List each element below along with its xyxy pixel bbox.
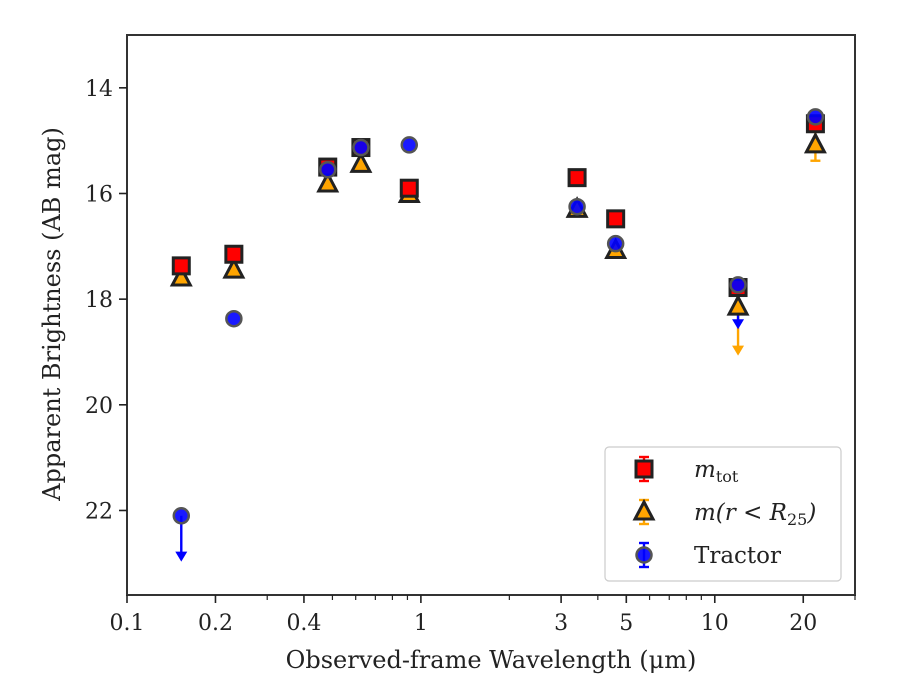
y-tick-label: 20 (85, 394, 113, 419)
legend: mtot m(r < R25) Tractor (604, 446, 842, 582)
x-tick-label: 3 (554, 611, 568, 636)
data-point-triangle (222, 256, 246, 279)
data-point-square (224, 244, 244, 264)
x-tick-label: 0.2 (198, 611, 233, 636)
data-point-circle (318, 160, 337, 179)
x-tick-label: 0.1 (110, 611, 145, 636)
y-tick-label: 16 (85, 182, 113, 207)
data-point-triangle (726, 293, 750, 316)
y-tick-label: 22 (85, 499, 113, 524)
legend-label: Tractor (694, 543, 781, 569)
upper-limit-arrowhead (175, 551, 188, 562)
data-point-circle (568, 197, 586, 216)
data-point-circle (352, 138, 370, 157)
axis-ticks: 0.1 0.2 0.4 1 3 5 10 20 14 16 18 20 22 (85, 77, 856, 636)
legend-label: m(r < R25) (694, 500, 816, 529)
y-tick-label: 14 (85, 77, 113, 102)
data-point-triangle (316, 170, 340, 193)
x-tick-label: 0.4 (286, 611, 321, 636)
data-point-square (567, 168, 587, 188)
data-point-circle (729, 276, 747, 294)
data-point-square (399, 178, 419, 198)
legend-box (604, 446, 842, 582)
data-point-circle (806, 108, 825, 126)
x-tick-label: 20 (789, 611, 817, 636)
data-point-square (606, 209, 626, 229)
plot-area (126, 34, 856, 596)
upper-limit-arrowhead (732, 345, 745, 356)
data-point-triangle (803, 131, 827, 154)
y-tick-label: 18 (85, 288, 113, 313)
legend-marker-square (634, 459, 654, 479)
x-axis-label: Observed-frame Wavelength (μm) (286, 646, 697, 674)
y-axis-label: Apparent Brightness (AB mag) (38, 127, 66, 502)
x-tick-label: 5 (619, 611, 633, 636)
upper-limit-arrowhead (732, 319, 745, 330)
legend-marker-triangle (632, 498, 656, 521)
data-point-circle (225, 309, 243, 328)
data-point-circle (606, 234, 625, 253)
data-point-circle (400, 136, 419, 154)
data-point-triangle (349, 151, 373, 173)
x-tick-label: 1 (414, 611, 428, 636)
plot-frame (126, 34, 856, 596)
x-tick-label: 10 (701, 611, 729, 636)
legend-label: mtot (694, 457, 739, 486)
data-point-square (171, 256, 191, 276)
data-point-triangle (169, 264, 193, 287)
data-point-circle (172, 507, 191, 525)
legend-marker-circle (635, 546, 653, 564)
